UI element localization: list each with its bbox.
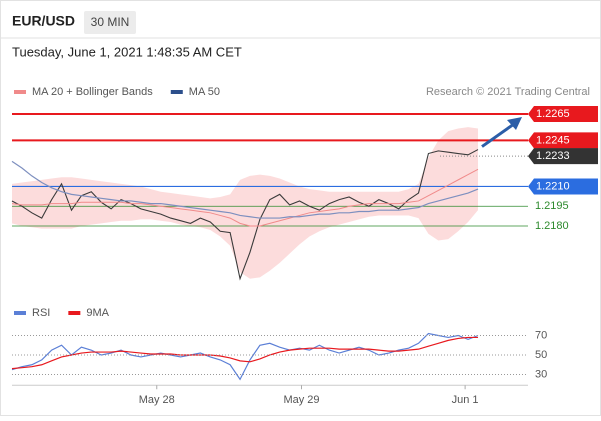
series-line xyxy=(11,160,479,219)
arrow-head xyxy=(507,116,522,130)
legend-label: MA 20 + Bollinger Bands xyxy=(32,86,153,98)
y-tick-label: 50 xyxy=(535,349,547,361)
legend-swatch xyxy=(68,311,81,315)
level-label: 1.2265 xyxy=(536,108,570,120)
timeframe: 30 MIN xyxy=(91,15,130,29)
legend-swatch xyxy=(170,90,183,94)
series-line xyxy=(11,336,478,370)
credit: Research © 2021 Trading Central xyxy=(426,86,590,98)
symbol: EUR/USD xyxy=(12,13,75,29)
legend-label: MA 50 xyxy=(189,86,220,98)
level-label: 1.2233 xyxy=(536,150,570,162)
legend-label: 9MA xyxy=(86,307,109,319)
level-label: 1.2180 xyxy=(535,220,569,232)
y-tick-label: 30 xyxy=(535,368,547,380)
series-line xyxy=(11,168,479,227)
price-line xyxy=(11,149,479,281)
level-tag xyxy=(528,132,598,149)
level-label: 1.2195 xyxy=(535,200,569,212)
timestamp: Tuesday, June 1, 2021 1:48:35 AM CET xyxy=(12,44,242,59)
level-label: 1.2245 xyxy=(536,134,570,146)
x-tick-label: Jun 1 xyxy=(452,394,479,406)
level-tag xyxy=(528,148,598,165)
bollinger-band xyxy=(12,127,478,279)
legend-label: RSI xyxy=(32,307,50,319)
series-line xyxy=(11,332,479,381)
level-tag xyxy=(528,105,598,122)
legend-swatch xyxy=(14,90,26,94)
level-label: 1.2210 xyxy=(536,180,570,192)
legend-swatch xyxy=(14,311,26,315)
x-tick-label: May 29 xyxy=(283,394,319,406)
x-tick-label: May 28 xyxy=(139,394,175,406)
y-tick-label: 70 xyxy=(535,329,547,341)
timeframe-box xyxy=(84,11,136,34)
forecast-arrow xyxy=(481,122,515,148)
level-tag xyxy=(528,178,598,195)
